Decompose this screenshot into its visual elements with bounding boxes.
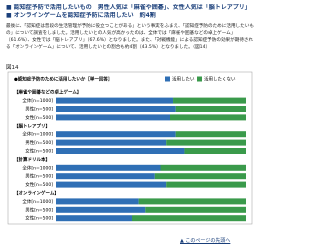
figure-label: 図14 (6, 65, 19, 71)
bar-segment (145, 206, 246, 213)
legend-swatch (165, 76, 170, 82)
chart: ●認知症予防のために活用したいか［単一回答］ 活用したい 活用したくない【麻雀や囲… (7, 71, 253, 225)
bar-segment (56, 97, 174, 104)
bar-segment (184, 148, 246, 154)
bar-segment (56, 106, 176, 112)
legend-label: 活用したくない (204, 76, 236, 83)
bar-segment (56, 148, 185, 154)
bar-segment (160, 164, 246, 171)
page: ■ 認知症予防で活用したいもの 男性人気は「麻雀や囲碁」、女性人気は「脳トレアプ… (6, 4, 254, 244)
heading: ■ 認知症予防で活用したいもの 男性人気は「麻雀や囲碁」、女性人気は「脳トレアプ… (6, 4, 251, 11)
row-label: 全体[n=1000] (22, 131, 53, 138)
group-label: 【オンラインゲーム】 (14, 190, 59, 197)
paragraph: 最後に、「認知症は普段の生活管理が予防に役立つことがある」という事実をふまえ、「… (6, 24, 254, 50)
row-label: 男性[n=500] (25, 106, 53, 113)
bar-segment (56, 173, 155, 180)
row-label: 男性[n=500] (25, 173, 53, 180)
group-label: 【麻雀や囲碁などの卓上ゲーム】 (14, 89, 81, 96)
row-label: 全体[n=1000] (22, 97, 53, 104)
bar-segment (175, 131, 246, 138)
bar-segment (166, 139, 246, 146)
bar-segment (154, 173, 246, 180)
row-label: 男性[n=500] (25, 206, 53, 213)
bar-segment (56, 198, 139, 205)
row-label: 全体[n=1000] (22, 164, 53, 171)
bar-segment (170, 114, 246, 121)
row-label: 女性[n=500] (25, 181, 53, 188)
bar-segment (132, 215, 246, 222)
bar-segment (56, 114, 170, 121)
bar-segment (56, 139, 167, 146)
group-label: 【脳トレアプリ】 (14, 122, 50, 129)
bar-segment (56, 206, 146, 213)
top-link[interactable]: ▲ このページの先頭へ (180, 238, 231, 244)
bar-segment (138, 198, 246, 205)
legend-label: 活用したい (172, 76, 195, 83)
bar-segment (175, 106, 246, 112)
bar-segment (56, 181, 167, 188)
chart-title: ●認知症予防のために活用したいか［単一回答］ (14, 76, 112, 83)
group-label: 【計算ドリル本】 (14, 156, 50, 163)
row-label: 女性[n=500] (25, 114, 53, 121)
bar-segment (56, 164, 161, 171)
heading: ■ オンラインゲームを認知症予防に活用したい 約4割 (6, 12, 156, 19)
bar-segment (166, 181, 246, 188)
row-label: 女性[n=500] (25, 148, 53, 155)
legend-swatch (197, 76, 202, 82)
row-label: 全体[n=1000] (22, 198, 53, 205)
bar-segment (173, 97, 246, 104)
row-label: 男性[n=500] (25, 139, 53, 146)
bar-segment (56, 131, 176, 138)
row-label: 女性[n=500] (25, 215, 53, 222)
bar-segment (56, 215, 132, 222)
